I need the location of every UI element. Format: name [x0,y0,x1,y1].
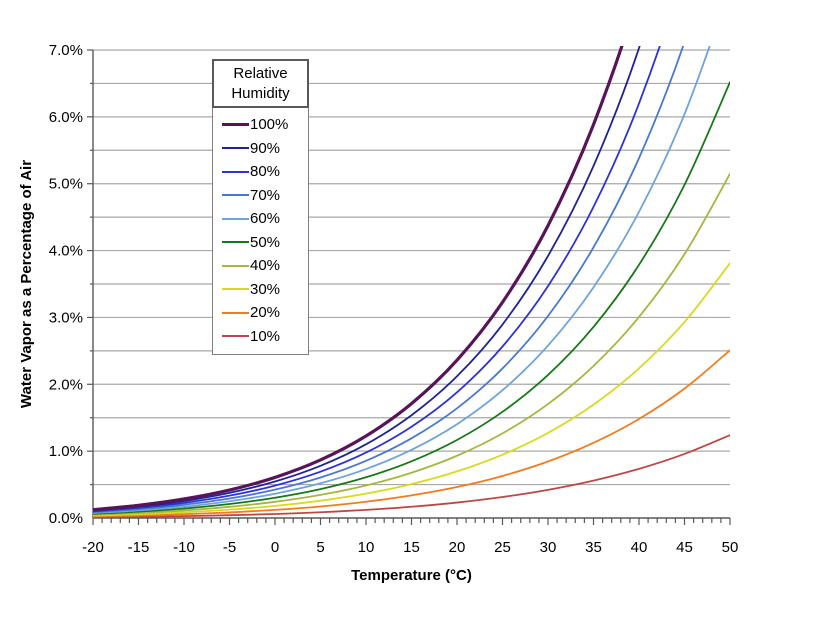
x-tick-label: 35 [585,539,602,556]
x-tick-label: -5 [223,539,236,556]
x-tick-label: 5 [316,539,324,556]
y-tick-label: 5.0% [49,176,83,193]
legend-entry-label: 40% [250,257,281,275]
legend-entry: 60% [213,207,308,231]
legend-swatch-line [222,147,249,150]
series-line-10pct [93,434,730,518]
x-axis-title: Temperature (°C) [351,567,472,584]
legend-swatch-line [222,241,249,244]
y-tick-label: 4.0% [49,243,83,260]
series-curves [93,46,730,518]
y-tick-label: 6.0% [49,109,83,126]
series-line-30pct [93,262,730,517]
series-line-80pct [93,46,661,513]
legend-entry: 80% [213,160,308,184]
x-tick-label: 40 [631,539,648,556]
legend-entry-label: 30% [250,280,281,298]
legend-swatch-line [222,311,249,314]
x-tick-label: -20 [82,539,104,556]
series-line-70pct [93,46,685,514]
x-tick-label: -10 [173,539,195,556]
x-tick-label: 0 [271,539,279,556]
legend-swatch-line [222,264,249,267]
legend-entry-label: 90% [250,139,281,157]
legend: Relative Humidity 100% 90% 80% 70% 60% 50% 40%… [212,59,309,355]
y-tick-label: 1.0% [49,443,83,460]
x-tick-label: 10 [358,539,375,556]
legend-entry-label: 100% [250,116,289,134]
legend-swatch-line [222,194,249,197]
series-line-90pct [93,46,641,512]
legend-swatch-line [222,123,249,127]
x-tick-label: 50 [722,539,739,556]
x-tick-label: -15 [128,539,150,556]
legend-entry-label: 10% [250,327,281,345]
y-axis-ticks: 0.0% 1.0% 2.0% 3.0% 4.0% 5.0% 6.0% 7.0% [49,42,93,527]
series-line-20pct [93,349,730,518]
y-tick-label: 7.0% [49,42,83,59]
series-line-60pct [93,46,711,514]
legend-entry-label: 60% [250,210,281,228]
legend-entry-label: 50% [250,233,281,251]
legend-entry: 90% [213,137,308,161]
legend-entries: 100% 90% 80% 70% 60% 50% 40% 30% 20% 10% [213,108,308,354]
legend-entry: 10% [213,325,308,349]
legend-swatch-line [222,288,249,291]
legend-entry-label: 80% [250,163,281,181]
x-tick-label: 20 [449,539,466,556]
x-tick-label: 30 [540,539,557,556]
legend-entry: 40% [213,254,308,278]
x-tick-label: 45 [676,539,693,556]
legend-swatch-line [222,170,249,173]
y-tick-label: 0.0% [49,510,83,527]
legend-title: Relative Humidity [212,59,309,108]
legend-entry: 30% [213,278,308,302]
x-tick-label: 15 [403,539,420,556]
legend-entry: 100% [213,113,308,137]
series-line-50pct [93,81,730,515]
legend-swatch-line [222,217,249,220]
series-line-100pct [93,46,624,512]
legend-swatch-line [222,335,249,338]
x-tick-label: 25 [494,539,511,556]
gridlines [93,49,730,486]
legend-entry: 50% [213,231,308,255]
legend-entry: 70% [213,184,308,208]
legend-entry: 20% [213,301,308,325]
y-tick-label: 3.0% [49,309,83,326]
x-axis-ticks: -20 -15 -10 -5 0 5 10 15 20 25 30 35 40 45 50 [82,518,738,556]
y-tick-label: 2.0% [49,376,83,393]
y-axis-title: Water Vapor as a Percentage of Air [18,159,35,409]
legend-entry-label: 70% [250,186,281,204]
legend-entry-label: 20% [250,304,281,322]
series-line-40pct [93,172,730,516]
